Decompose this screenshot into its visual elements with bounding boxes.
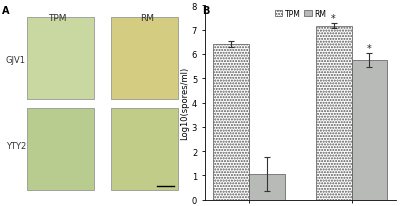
Text: A: A [2,6,10,16]
Bar [27,109,94,190]
Bar [111,18,178,99]
Text: *: * [367,43,372,53]
Text: YTY2: YTY2 [6,141,26,150]
Text: RM: RM [140,14,154,23]
Bar [111,109,178,190]
Y-axis label: Log10(spores/ml): Log10(spores/ml) [180,67,189,139]
Text: *: * [331,14,336,24]
Bar [214,45,249,200]
Text: B: B [202,6,209,16]
Bar [316,27,352,200]
Text: GJV1: GJV1 [6,56,26,65]
Bar [249,174,285,200]
Bar [352,61,387,200]
Legend: TPM, RM: TPM, RM [275,10,326,19]
Text: TPM: TPM [48,14,67,23]
Bar [27,18,94,99]
